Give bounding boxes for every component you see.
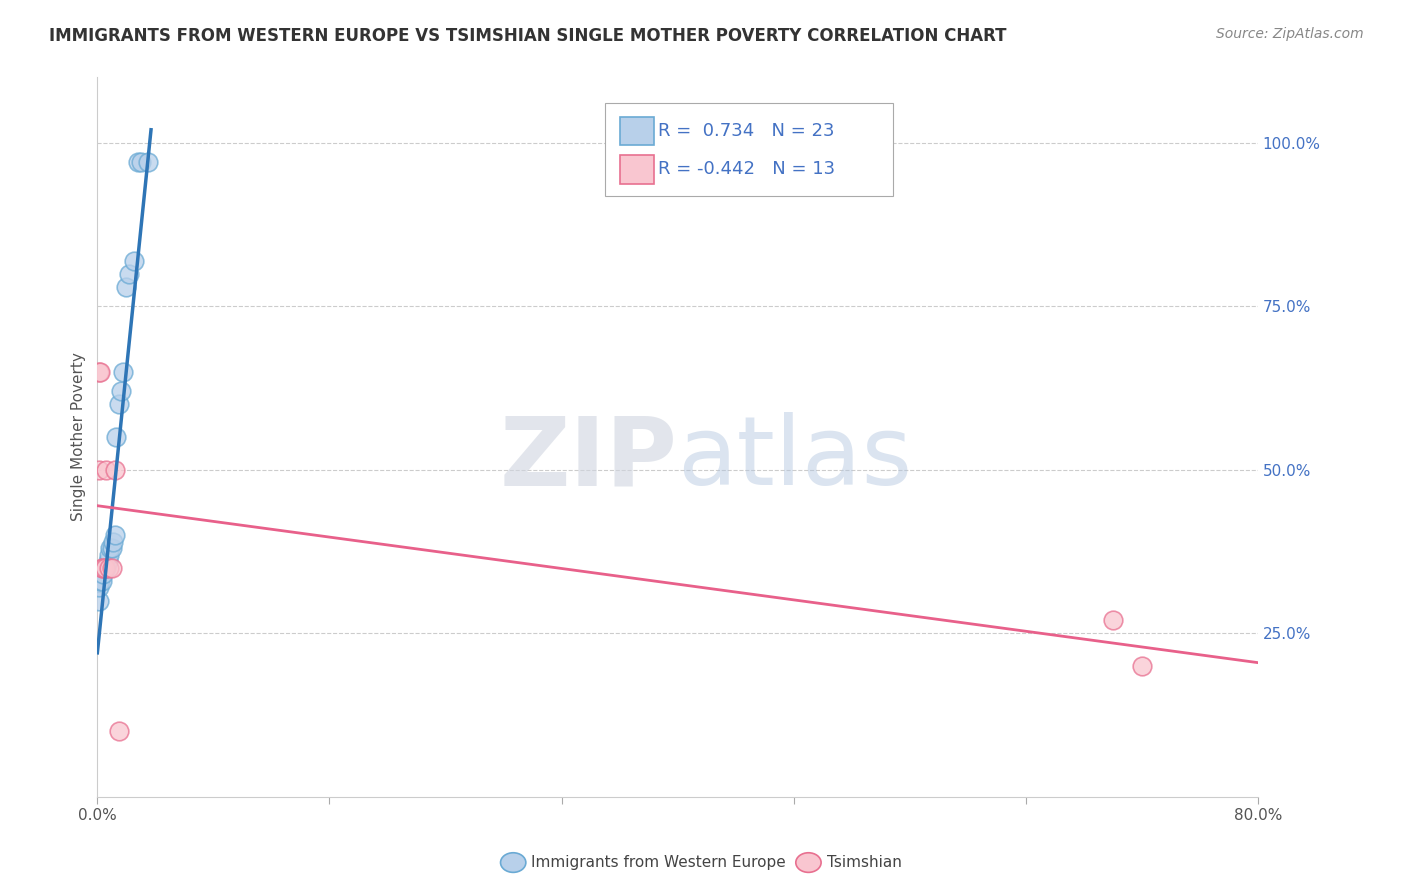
Point — [105, 430, 128, 444]
Point — [91, 561, 114, 575]
Text: IMMIGRANTS FROM WESTERN EUROPE VS TSIMSHIAN SINGLE MOTHER POVERTY CORRELATION CH: IMMIGRANTS FROM WESTERN EUROPE VS TSIMSH… — [49, 27, 1007, 45]
Point — [97, 548, 120, 562]
Point — [112, 365, 135, 379]
Point — [90, 574, 112, 588]
Y-axis label: Single Mother Poverty: Single Mother Poverty — [72, 352, 86, 522]
Point — [1101, 613, 1123, 627]
Point — [91, 567, 114, 582]
Point — [110, 384, 132, 399]
Text: Immigrants from Western Europe: Immigrants from Western Europe — [531, 855, 786, 870]
Point — [89, 365, 111, 379]
Point — [93, 561, 115, 575]
Point — [129, 155, 152, 169]
Point — [100, 541, 122, 556]
Point — [87, 593, 110, 607]
Point — [93, 561, 115, 575]
Point — [87, 581, 110, 595]
Text: R = -0.442   N = 13: R = -0.442 N = 13 — [658, 161, 835, 178]
Point — [103, 534, 125, 549]
Point — [96, 554, 118, 568]
Point — [115, 279, 138, 293]
Text: Source: ZipAtlas.com: Source: ZipAtlas.com — [1216, 27, 1364, 41]
Point — [90, 561, 112, 575]
Text: atlas: atlas — [678, 412, 912, 505]
Point — [87, 365, 110, 379]
Point — [94, 463, 117, 477]
Text: R =  0.734   N = 23: R = 0.734 N = 23 — [658, 122, 835, 140]
Point — [104, 528, 127, 542]
Point — [97, 561, 120, 575]
Point — [1130, 659, 1153, 673]
Point — [122, 253, 145, 268]
Point — [87, 463, 110, 477]
Point — [89, 574, 111, 588]
Point — [127, 155, 149, 169]
Point — [94, 561, 117, 575]
Point — [101, 541, 124, 556]
Point — [108, 724, 131, 739]
Text: ZIP: ZIP — [499, 412, 678, 505]
Text: Tsimshian: Tsimshian — [827, 855, 901, 870]
Point — [101, 561, 124, 575]
Point — [136, 155, 159, 169]
Point — [104, 463, 127, 477]
Point — [108, 397, 131, 411]
Point — [118, 267, 141, 281]
